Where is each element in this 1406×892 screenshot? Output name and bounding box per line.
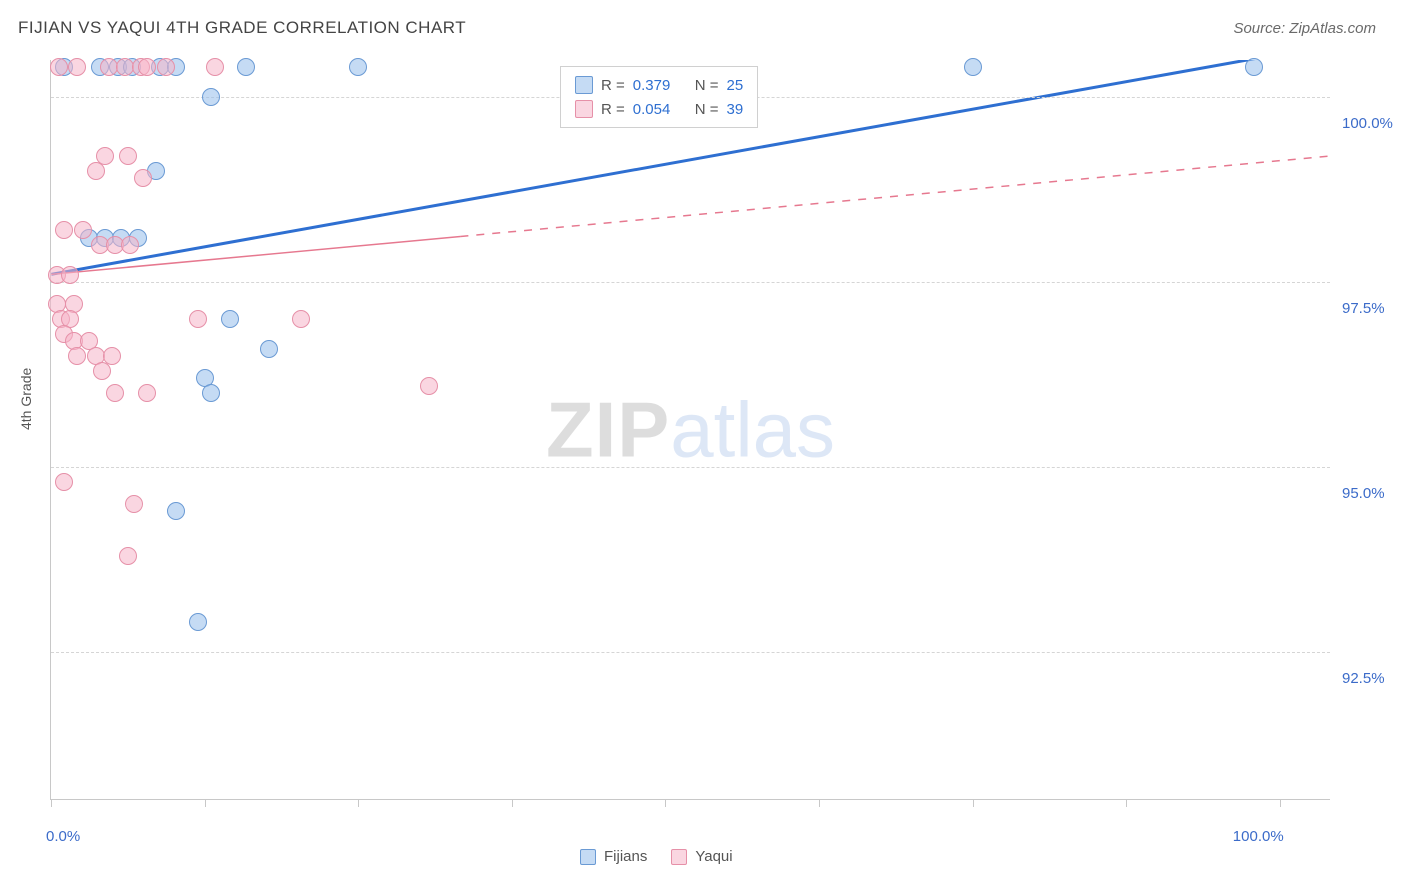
data-point	[189, 310, 207, 328]
y-tick-label: 95.0%	[1342, 485, 1385, 502]
chart-title: FIJIAN VS YAQUI 4TH GRADE CORRELATION CH…	[18, 18, 466, 38]
series-legend: Fijians Yaqui	[580, 848, 733, 865]
data-point	[964, 58, 982, 76]
y-tick-label: 92.5%	[1342, 670, 1385, 687]
data-point	[157, 58, 175, 76]
trend-lines	[51, 60, 1330, 799]
data-point	[237, 58, 255, 76]
data-point	[420, 377, 438, 395]
watermark: ZIPatlas	[546, 384, 835, 475]
data-point	[260, 340, 278, 358]
data-point	[55, 221, 73, 239]
data-point	[1245, 58, 1263, 76]
data-point	[134, 169, 152, 187]
data-point	[125, 495, 143, 513]
data-point	[50, 58, 68, 76]
data-point	[87, 162, 105, 180]
data-point	[167, 502, 185, 520]
x-tick	[1126, 799, 1127, 807]
x-tick	[973, 799, 974, 807]
legend-row: R =0.379N =25	[575, 73, 743, 97]
watermark-atlas: atlas	[670, 385, 835, 473]
x-tick	[358, 799, 359, 807]
y-tick-label: 97.5%	[1342, 300, 1385, 317]
data-point	[68, 347, 86, 365]
data-point	[138, 384, 156, 402]
data-point	[202, 384, 220, 402]
x-tick-label: 0.0%	[46, 828, 80, 845]
data-point	[206, 58, 224, 76]
data-point	[74, 221, 92, 239]
data-point	[106, 384, 124, 402]
plot-area: ZIPatlas	[50, 60, 1330, 800]
data-point	[121, 236, 139, 254]
x-tick	[512, 799, 513, 807]
x-tick	[665, 799, 666, 807]
data-point	[292, 310, 310, 328]
x-tick	[1280, 799, 1281, 807]
source-label: Source: ZipAtlas.com	[1233, 20, 1376, 37]
x-tick	[819, 799, 820, 807]
data-point	[221, 310, 239, 328]
watermark-zip: ZIP	[546, 385, 670, 473]
y-tick-label: 100.0%	[1342, 115, 1393, 132]
gridline	[51, 652, 1330, 653]
legend-item: Yaqui	[671, 848, 732, 865]
gridline	[51, 467, 1330, 468]
data-point	[68, 58, 86, 76]
legend-row: R =0.054N =39	[575, 97, 743, 121]
gridline	[51, 282, 1330, 283]
data-point	[349, 58, 367, 76]
legend-item: Fijians	[580, 848, 647, 865]
data-point	[119, 547, 137, 565]
data-point	[55, 473, 73, 491]
x-tick	[205, 799, 206, 807]
data-point	[189, 613, 207, 631]
correlation-legend: R =0.379N =25R =0.054N =39	[560, 66, 758, 128]
y-axis-label: 4th Grade	[18, 368, 34, 430]
data-point	[138, 58, 156, 76]
data-point	[61, 266, 79, 284]
data-point	[93, 362, 111, 380]
x-tick	[51, 799, 52, 807]
data-point	[119, 147, 137, 165]
data-point	[202, 88, 220, 106]
data-point	[100, 58, 118, 76]
x-tick-label: 100.0%	[1233, 828, 1284, 845]
